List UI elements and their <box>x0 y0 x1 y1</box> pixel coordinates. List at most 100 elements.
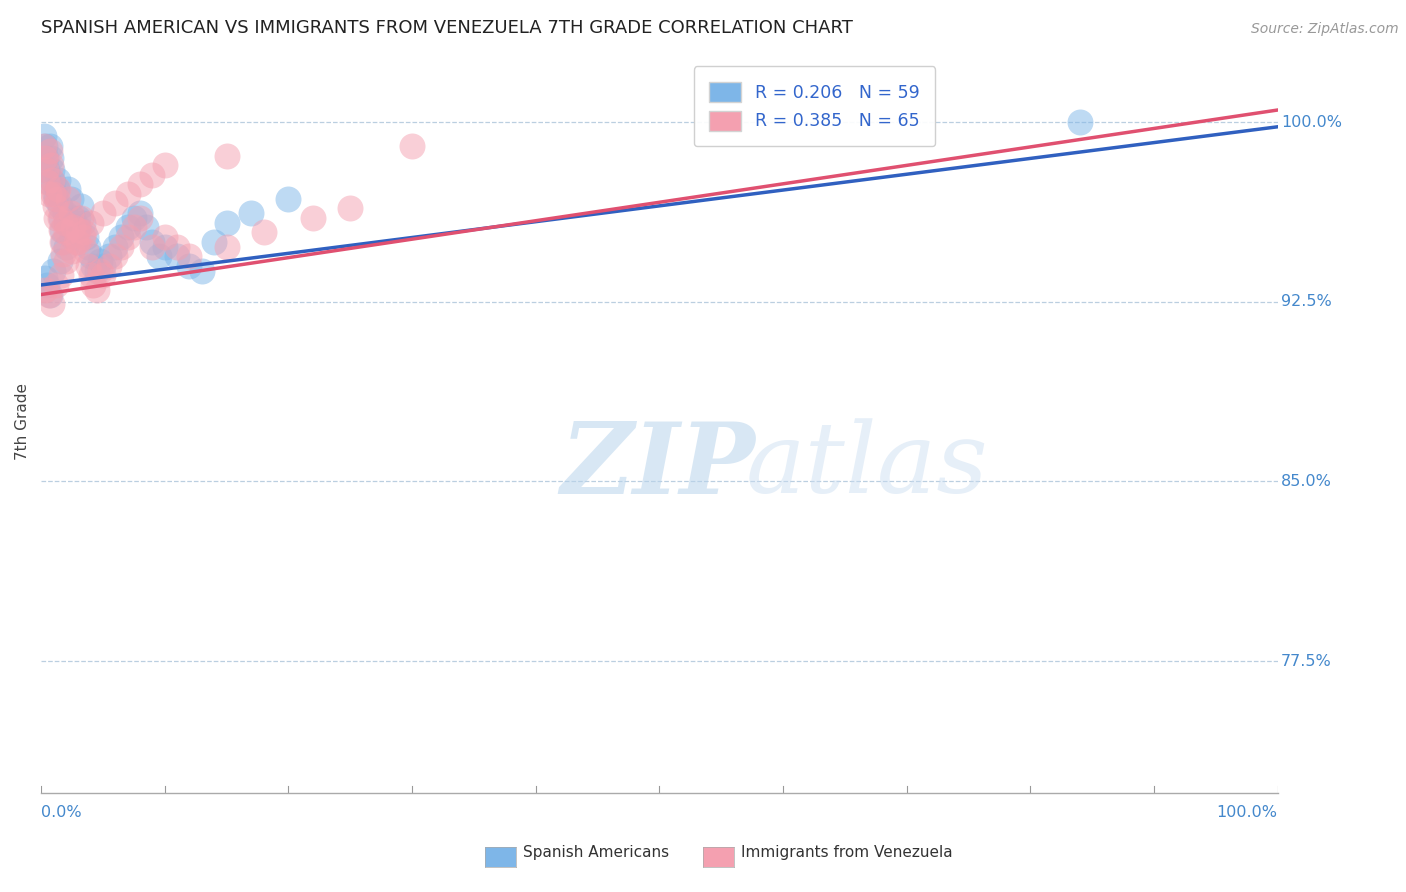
Point <box>148 249 170 263</box>
Point <box>166 249 188 263</box>
Point <box>77 259 100 273</box>
Point <box>129 211 152 225</box>
Point <box>82 259 104 273</box>
Point <box>65 235 87 249</box>
Text: 85.0%: 85.0% <box>1281 474 1331 489</box>
Point <box>55 254 77 268</box>
Text: Source: ZipAtlas.com: Source: ZipAtlas.com <box>1251 22 1399 37</box>
Point <box>58 192 80 206</box>
Point <box>75 230 97 244</box>
Point <box>59 206 82 220</box>
Point <box>141 168 163 182</box>
Point <box>37 163 59 178</box>
Point <box>52 235 75 249</box>
Point <box>86 283 108 297</box>
Point <box>46 192 69 206</box>
Point <box>38 186 60 201</box>
Text: 100.0%: 100.0% <box>1281 114 1343 129</box>
Point <box>98 259 121 273</box>
Point <box>65 223 87 237</box>
Point <box>240 206 263 220</box>
Point <box>42 186 65 201</box>
Point <box>51 223 73 237</box>
Point <box>62 211 84 225</box>
Point <box>41 297 63 311</box>
Point <box>179 249 201 263</box>
Point <box>104 239 127 253</box>
Point <box>339 201 361 215</box>
Point <box>89 263 111 277</box>
Point <box>67 223 90 237</box>
Point <box>179 259 201 273</box>
Point <box>91 259 114 273</box>
Text: 92.5%: 92.5% <box>1281 294 1331 310</box>
Point <box>117 186 139 201</box>
Point <box>45 277 67 292</box>
Point <box>129 206 152 220</box>
Point <box>75 244 97 259</box>
Point <box>302 211 325 225</box>
Point <box>32 129 55 144</box>
Point <box>215 216 238 230</box>
Point <box>79 249 101 263</box>
Point <box>129 178 152 192</box>
Point <box>38 175 60 189</box>
Point <box>104 249 127 263</box>
Point <box>104 196 127 211</box>
Point <box>35 163 58 178</box>
Point <box>32 139 55 153</box>
Point <box>59 192 82 206</box>
Point <box>141 239 163 253</box>
Point <box>72 230 94 244</box>
Text: 77.5%: 77.5% <box>1281 654 1331 669</box>
Point <box>39 151 62 165</box>
Point <box>277 192 299 206</box>
Point <box>67 220 90 235</box>
Point <box>153 158 176 172</box>
Point <box>34 283 56 297</box>
Point <box>67 211 90 225</box>
Point <box>82 277 104 292</box>
Point <box>110 230 132 244</box>
Point <box>48 172 70 186</box>
Point <box>91 206 114 220</box>
Point <box>42 263 65 277</box>
Point <box>62 220 84 235</box>
Point <box>49 211 72 225</box>
Point <box>55 216 77 230</box>
Point <box>49 268 72 283</box>
Point <box>55 239 77 253</box>
Point <box>34 139 56 153</box>
Text: atlas: atlas <box>745 418 988 514</box>
Point <box>215 148 238 162</box>
Point <box>117 230 139 244</box>
Point <box>79 216 101 230</box>
Point <box>253 225 276 239</box>
Text: 0.0%: 0.0% <box>41 805 82 820</box>
Point <box>53 216 76 230</box>
Legend: R = 0.206   N = 59, R = 0.385   N = 65: R = 0.206 N = 59, R = 0.385 N = 65 <box>695 66 935 146</box>
Point <box>44 199 66 213</box>
Point <box>117 220 139 235</box>
Point <box>34 270 56 285</box>
Point <box>41 172 63 186</box>
Point <box>34 151 56 165</box>
Point <box>38 139 60 153</box>
Y-axis label: 7th Grade: 7th Grade <box>15 383 30 460</box>
Point <box>202 235 225 249</box>
Point <box>72 216 94 230</box>
Point <box>55 225 77 239</box>
Point <box>37 175 59 189</box>
Point <box>45 211 67 225</box>
Point <box>135 220 157 235</box>
Point <box>48 211 70 225</box>
Point <box>73 225 96 239</box>
Point <box>77 239 100 253</box>
Point <box>153 230 176 244</box>
Point <box>67 235 90 249</box>
Point <box>48 199 70 213</box>
Point <box>37 277 59 292</box>
Point <box>401 139 423 153</box>
Point <box>49 223 72 237</box>
Point <box>38 144 60 158</box>
